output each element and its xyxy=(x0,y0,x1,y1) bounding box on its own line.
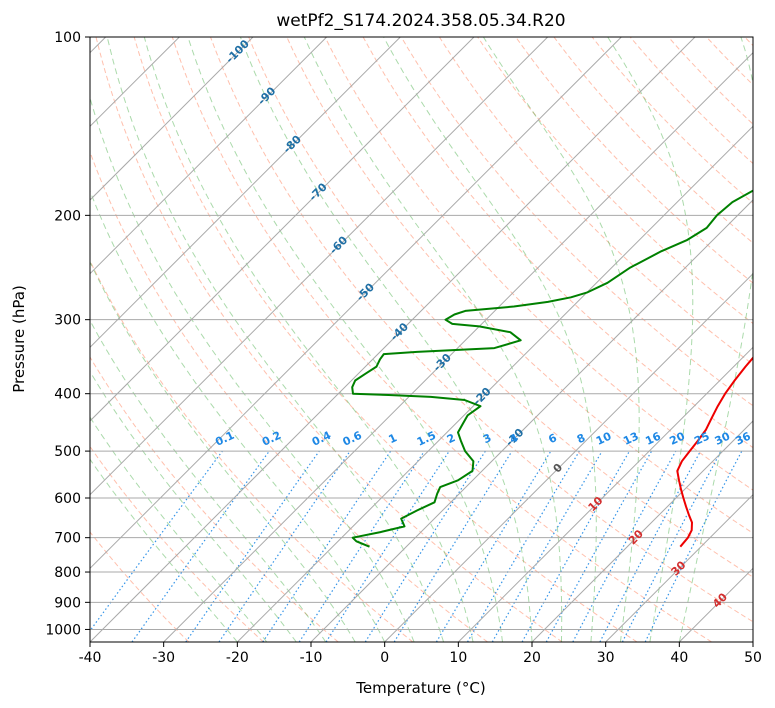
moist-adiabat xyxy=(678,37,753,642)
moist-adiabat xyxy=(90,416,268,642)
mixing-ratio-label: 30 xyxy=(713,429,733,447)
dry-adiabat xyxy=(90,531,190,642)
mixing-ratio-line xyxy=(572,450,677,642)
y-tick-label: 200 xyxy=(54,208,81,224)
dry-adiabat xyxy=(171,37,712,642)
x-tick-label: 30 xyxy=(597,650,615,666)
dry-adiabat xyxy=(133,37,638,642)
mixing-ratio-line xyxy=(521,450,631,642)
isotherm-line xyxy=(90,37,475,422)
plot-frame xyxy=(89,36,754,643)
mixing-ratio-line xyxy=(131,450,270,642)
dry-adiabat xyxy=(90,356,339,642)
dry-adiabat xyxy=(553,37,753,244)
moist-adiabat xyxy=(90,370,297,642)
moist-adiabat xyxy=(106,37,445,642)
dry-adiabat xyxy=(591,37,753,204)
y-tick-label: 400 xyxy=(54,387,81,403)
moist-adiabat xyxy=(607,37,694,642)
isotherm-line xyxy=(236,125,753,642)
mixing-ratio-line xyxy=(466,450,580,642)
plot-area: -100-90-80-70-60-50-40-30-20-10010203040… xyxy=(90,37,753,642)
y-tick-label: 100 xyxy=(54,30,81,46)
mixing-ratio-label: 16 xyxy=(643,429,663,447)
mixing-ratio-label: 25 xyxy=(692,430,711,448)
isotherm-line xyxy=(90,37,328,275)
y-tick-label: 300 xyxy=(54,313,81,329)
mixing-ratio-line xyxy=(218,450,351,642)
isotherm-line xyxy=(90,37,254,201)
dry-adiabat xyxy=(210,37,753,623)
x-tick-label: 50 xyxy=(744,650,762,666)
mixing-ratio-line xyxy=(393,450,513,642)
moist-adiabat xyxy=(303,37,563,642)
y-tick-label: 900 xyxy=(54,595,81,611)
x-tick-label: 40 xyxy=(670,650,688,666)
y-tick-label: 1000 xyxy=(45,622,81,638)
isotherm-line xyxy=(90,37,549,496)
y-tick-label: 700 xyxy=(54,531,81,547)
isotherm-line xyxy=(90,37,401,349)
dry-adiabat xyxy=(477,37,753,325)
mixing-ratio-line xyxy=(491,450,603,642)
moist-adiabat xyxy=(383,37,597,642)
moist-adiabat xyxy=(90,260,356,642)
moist-adiabat xyxy=(90,458,238,642)
x-tick-label: -40 xyxy=(79,650,102,666)
mixing-ratio-line xyxy=(364,450,486,642)
x-tick-label: -30 xyxy=(152,650,175,666)
dry-adiabat xyxy=(324,37,753,491)
isotherm-line xyxy=(531,420,753,642)
x-tick-label: 10 xyxy=(449,650,467,666)
y-tick-label: 800 xyxy=(54,565,81,581)
isotherm-line xyxy=(90,37,696,642)
dry-adiabat xyxy=(438,37,753,365)
axes: -40 -30 -20 -10 0 10 20 30 40 50 100 200 300 400 500 60… xyxy=(45,30,762,666)
moist-adiabat xyxy=(90,189,386,642)
moist-adiabat xyxy=(187,37,503,642)
temperature-profile-line xyxy=(676,356,753,548)
dry-adiabat xyxy=(95,37,563,642)
isotherm-line xyxy=(384,272,753,642)
isotherm-line xyxy=(163,51,753,642)
y-axis-title: Pressure (hPa) xyxy=(10,285,28,393)
x-tick-label: 0 xyxy=(380,650,389,666)
mixing-ratio-line xyxy=(435,450,552,642)
y-tick-label: 600 xyxy=(54,491,81,507)
dry-adiabat xyxy=(400,37,753,407)
moist-adiabat xyxy=(90,319,327,642)
isotherm-line xyxy=(605,493,753,642)
mixing-ratio-label: 13 xyxy=(621,430,640,448)
mixing-ratio-label: 36 xyxy=(733,429,753,447)
x-tick-label: -10 xyxy=(300,650,323,666)
mixing-ratio-line xyxy=(185,450,320,642)
x-tick-label: 20 xyxy=(523,650,541,666)
dry-adiabat xyxy=(286,37,753,534)
dry-adiabat xyxy=(90,259,414,642)
y-tick-label: 500 xyxy=(54,444,81,460)
x-axis-title: Temperature (°C) xyxy=(355,679,485,697)
isotherm-line xyxy=(90,37,622,570)
moist-adiabat xyxy=(143,37,474,642)
moist-adiabat xyxy=(482,37,640,642)
mixing-ratio-line xyxy=(90,450,223,632)
chart-title: wetPf2_S174.2024.358.05.34.R20 xyxy=(276,11,565,31)
dry-adiabat xyxy=(248,37,753,578)
dewpoint-profile-line xyxy=(351,189,753,548)
mixing-ratio-line xyxy=(325,450,450,642)
dry-adiabat xyxy=(90,150,488,642)
moist-adiabat xyxy=(239,37,533,642)
isotherm-line xyxy=(310,199,753,642)
x-tick-label: -20 xyxy=(226,650,249,666)
mixing-ratio-label: 20 xyxy=(668,429,688,447)
isotherm-line xyxy=(457,346,753,642)
mixing-ratio-label: 10 xyxy=(594,429,614,447)
